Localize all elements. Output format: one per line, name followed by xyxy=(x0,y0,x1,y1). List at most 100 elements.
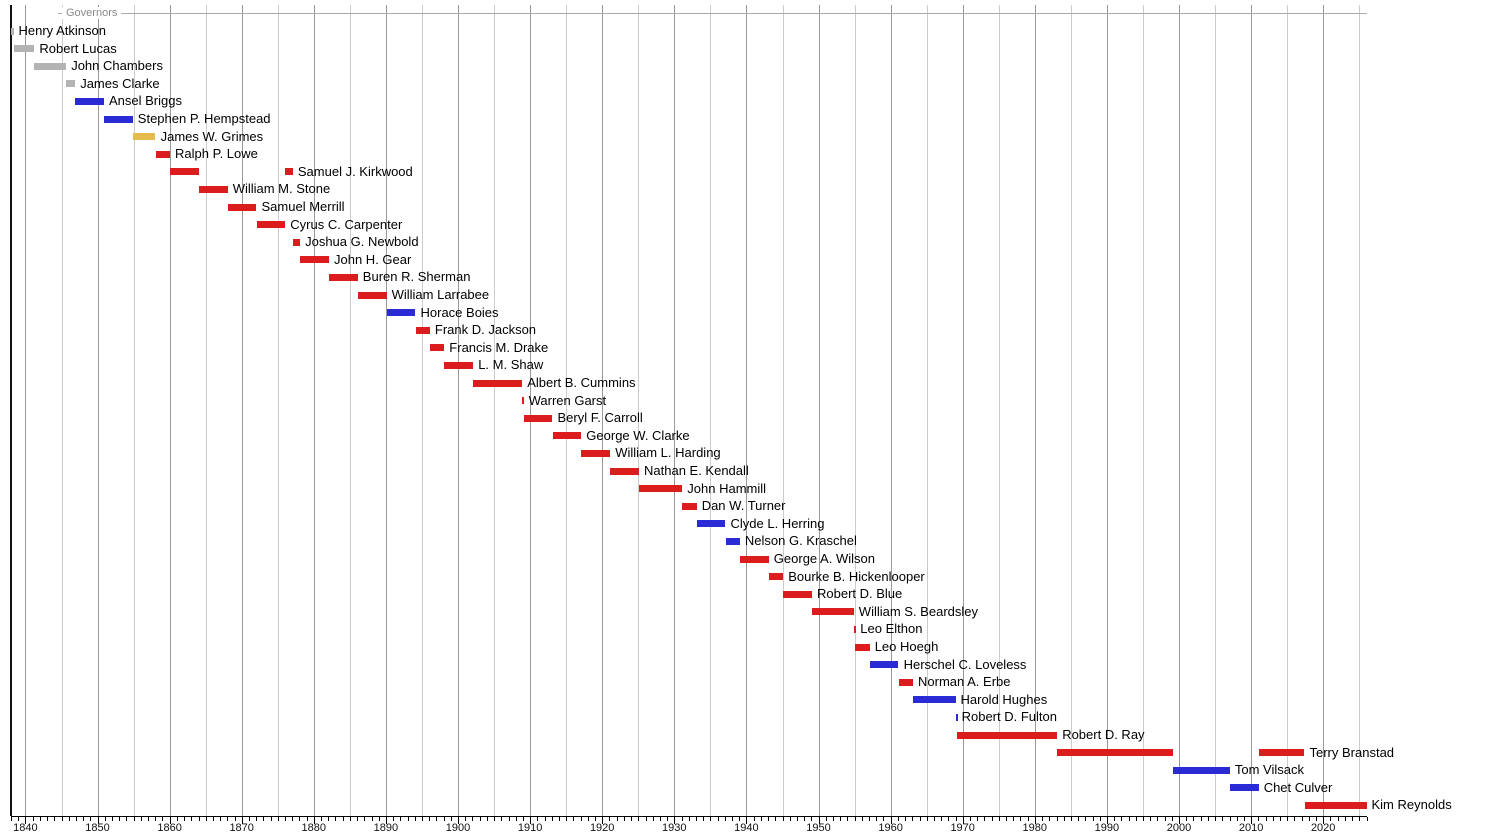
term-bar-terry-branstad-2 xyxy=(1258,749,1305,757)
minor-tick-1921 xyxy=(609,817,611,821)
term-bar-samuel-j-kirkwood-2 xyxy=(285,168,293,176)
minor-tick-1982 xyxy=(1049,817,1051,821)
minor-tick-1951 xyxy=(825,817,827,821)
minor-tick-1898 xyxy=(443,817,445,821)
minor-tick-1969 xyxy=(955,817,957,821)
governor-label-william-l-harding: William L. Harding xyxy=(615,445,721,461)
governor-label-cyrus-c-carpenter: Cyrus C. Carpenter xyxy=(290,216,403,232)
minor-tick-2019 xyxy=(1316,817,1317,821)
minor-tick-1878 xyxy=(299,817,301,821)
axis-label-1860: 1860 xyxy=(157,822,182,834)
governor-label-kim-reynolds: Kim Reynolds xyxy=(1371,797,1452,813)
minor-tick-1919 xyxy=(595,817,596,821)
major-tick-1850 xyxy=(97,817,99,824)
minor-tick-1861 xyxy=(176,817,178,821)
axis-label-1880: 1880 xyxy=(301,822,327,834)
minor-tick-1934 xyxy=(703,817,705,821)
minor-tick-1978 xyxy=(1020,817,1022,821)
gridline-year-1865 xyxy=(205,5,207,816)
minor-tick-1994 xyxy=(1135,817,1137,821)
minor-tick-1899 xyxy=(450,817,452,821)
major-tick-1840 xyxy=(25,817,27,824)
governor-label-tom-vilsack: Tom Vilsack xyxy=(1234,762,1305,778)
minor-tick-1879 xyxy=(306,817,308,821)
minor-tick-2012 xyxy=(1265,817,1267,821)
gridline-year-1890 xyxy=(385,5,387,816)
minor-tick-1915 xyxy=(566,817,568,821)
axis-label-1940: 1940 xyxy=(734,822,759,834)
gridline-year-1955 xyxy=(854,5,856,816)
minor-tick-1871 xyxy=(248,817,250,821)
governor-label-terry-branstad: Terry Branstad xyxy=(1309,744,1395,760)
major-tick-1950 xyxy=(818,817,820,824)
minor-tick-1976 xyxy=(1006,817,1007,821)
minor-tick-1889 xyxy=(378,817,380,821)
term-bar-george-a-wilson xyxy=(739,555,769,563)
term-bar-nathan-e-kendall xyxy=(610,467,639,475)
gridline-year-1845 xyxy=(61,5,63,816)
gridline-year-1915 xyxy=(566,5,568,816)
term-bar-buren-r-sherman xyxy=(329,273,358,281)
gridline-year-1840 xyxy=(25,5,27,816)
axis-label-1910: 1910 xyxy=(517,822,543,834)
minor-tick-1987 xyxy=(1085,817,1087,821)
minor-tick-1961 xyxy=(897,817,899,821)
gridline-year-1985 xyxy=(1070,5,1072,816)
term-bar-robert-lucas xyxy=(13,45,35,53)
minor-tick-1893 xyxy=(407,817,409,821)
term-bar-leo-hoegh xyxy=(855,643,870,651)
minor-tick-1911 xyxy=(537,817,539,821)
minor-tick-1908 xyxy=(515,817,517,821)
minor-tick-2025 xyxy=(1359,817,1361,821)
major-tick-2000 xyxy=(1179,817,1180,824)
minor-tick-1953 xyxy=(840,817,842,821)
gridline-year-1965 xyxy=(926,5,928,816)
minor-tick-1896 xyxy=(429,817,431,821)
minor-tick-1866 xyxy=(212,817,214,821)
minor-tick-1995 xyxy=(1143,817,1144,821)
minor-tick-1858 xyxy=(155,817,157,821)
minor-tick-1892 xyxy=(400,817,402,821)
governor-label-albert-b-cummins: Albert B. Cummins xyxy=(527,375,636,390)
axis-label-1870: 1870 xyxy=(229,822,254,834)
governor-label-james-clarke: James Clarke xyxy=(80,75,160,91)
minor-tick-1946 xyxy=(789,817,791,821)
minor-tick-1992 xyxy=(1121,817,1123,821)
term-bar-william-s-beardsley xyxy=(812,608,854,616)
governor-label-buren-r-sherman: Buren R. Sherman xyxy=(362,269,471,285)
minor-tick-1897 xyxy=(436,817,438,821)
term-bar-dan-w-turner xyxy=(682,502,697,510)
major-tick-1900 xyxy=(458,817,459,824)
minor-tick-2022 xyxy=(1337,817,1339,821)
term-bar-george-w-clarke xyxy=(552,432,582,440)
governor-label-ansel-briggs: Ansel Briggs xyxy=(109,93,182,109)
term-bar-john-h-gear xyxy=(300,256,329,264)
term-bar-beryl-f-carroll xyxy=(523,414,553,422)
minor-tick-1977 xyxy=(1013,817,1015,821)
minor-tick-2023 xyxy=(1344,817,1346,821)
term-bar-william-larrabee xyxy=(357,291,387,299)
gridline-year-1870 xyxy=(241,5,243,816)
minor-tick-1881 xyxy=(321,817,322,821)
governor-label-william-s-beardsley: William S. Beardsley xyxy=(858,603,978,619)
minor-tick-1922 xyxy=(616,817,618,821)
gridline-year-1980 xyxy=(1034,5,1036,816)
axis-label-1850: 1850 xyxy=(85,822,110,834)
governor-label-l-m-shaw: L. M. Shaw xyxy=(478,357,544,373)
major-tick-1910 xyxy=(530,817,532,824)
gridline-year-1920 xyxy=(602,5,604,816)
term-bar-cyrus-c-carpenter xyxy=(256,221,286,229)
term-bar-joshua-g-newbold xyxy=(292,238,301,246)
minor-tick-2002 xyxy=(1193,817,1195,821)
minor-tick-1839 xyxy=(18,817,20,821)
gridline-year-1855 xyxy=(133,5,135,816)
major-tick-1870 xyxy=(241,817,243,824)
minor-tick-2005 xyxy=(1215,817,1217,821)
minor-tick-1967 xyxy=(941,817,943,821)
minor-tick-1872 xyxy=(256,817,258,821)
term-bar-harold-hughes xyxy=(913,696,956,704)
major-tick-2010 xyxy=(1251,817,1253,824)
term-bar-l-m-shaw xyxy=(444,361,474,369)
governor-label-nelson-g-kraschel: Nelson G. Kraschel xyxy=(744,533,857,549)
minor-tick-1973 xyxy=(984,817,986,821)
